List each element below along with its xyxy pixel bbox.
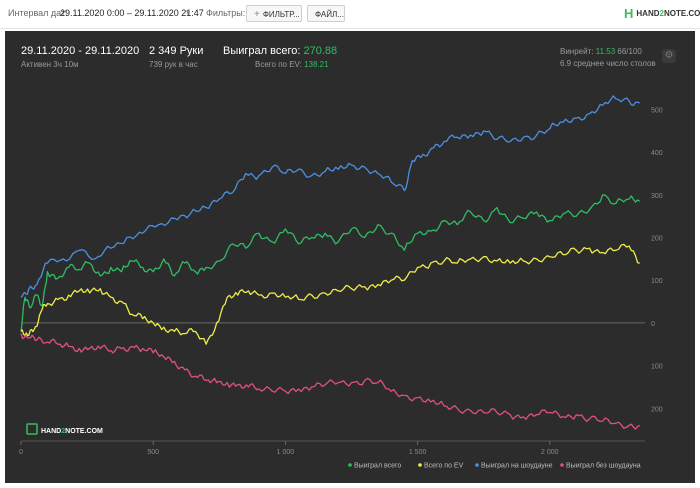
ev-label: Всего по EV: <box>255 60 302 69</box>
toolbar: Интервал дат: 29.11.2020 0:00 – 29.11.20… <box>0 0 700 29</box>
filters-label: Фильтры: <box>206 8 246 18</box>
logo-text-post: NOTE.COM <box>663 9 700 18</box>
h-logo-icon: H <box>624 6 634 21</box>
legend-marker <box>560 463 564 467</box>
winrate: Винрейт: 11.53 66/100 <box>560 47 642 56</box>
legend-marker <box>475 463 479 467</box>
legend-label: Выиграл на шоудауне <box>481 463 553 470</box>
filter-button[interactable]: + ФИЛЬТР... <box>246 5 302 22</box>
legend-marker <box>348 463 352 467</box>
x-tick-label: 0 <box>19 449 23 456</box>
file-button[interactable]: ФАЙЛ... <box>307 5 345 22</box>
winrate-label: Винрейт: <box>560 47 594 56</box>
won-label: Выиграл всего: <box>223 45 301 57</box>
legend-item: Выиграл всего <box>348 463 401 470</box>
legend-item: Выиграл без шоудауна <box>560 462 641 470</box>
y-tick-label: 400 <box>651 150 663 157</box>
ev-total: Всего по EV: 138.21 <box>255 60 329 69</box>
active-time: Активен 3ч 10м <box>21 60 79 69</box>
graph-panel: 29.11.2020 - 29.11.2020 Активен 3ч 10м 2… <box>5 31 695 483</box>
chevron-down-icon[interactable]: ▾ <box>186 8 191 17</box>
hands-count: 2 349 Руки <box>149 45 204 57</box>
plus-icon: + <box>254 9 260 20</box>
avg-tables: 6.9 среднее число столов <box>560 59 656 68</box>
logo-text-pre: HAND <box>636 9 660 18</box>
gear-icon[interactable]: ⚙ <box>662 49 676 63</box>
legend-label: Выиграл всего <box>354 463 401 470</box>
watermark-text: HAND2NOTE.COM <box>41 428 103 435</box>
y-tick-label: 0 <box>651 321 655 328</box>
x-tick-label: 2 000 <box>541 449 559 456</box>
winrate-tables: 66/100 <box>617 47 642 56</box>
series-line <box>20 95 640 298</box>
winrate-value: 11.53 <box>595 47 616 56</box>
y-tick-label: 100 <box>651 278 663 285</box>
legend-item: Всего по EV <box>418 463 464 470</box>
watermark-logo-icon <box>26 423 38 435</box>
legend-label: Выиграл без шоудауна <box>566 462 641 470</box>
won-value: 270.88 <box>303 45 338 57</box>
filter-button-label: ФИЛЬТР... <box>262 10 300 19</box>
series-line <box>20 194 641 332</box>
interval-label: Интервал дат: <box>8 8 68 18</box>
series-line <box>20 243 640 345</box>
x-tick-label: 1 000 <box>277 449 295 456</box>
series-line <box>20 333 641 430</box>
x-tick-label: 1 500 <box>409 449 427 456</box>
ev-value: 138.21 <box>304 60 329 69</box>
y-tick-label: 500 <box>651 107 663 114</box>
legend-label: Всего по EV <box>424 463 464 470</box>
won-total: Выиграл всего: 270.88 <box>223 45 337 57</box>
y-tick-label: 300 <box>651 193 663 200</box>
logo-text-two: 2 <box>659 9 664 18</box>
x-tick-label: 500 <box>147 449 159 456</box>
hand2note-logo: H HAND2NOTE.COM <box>624 6 700 21</box>
date-interval-select[interactable]: 29.11.2020 0:00 – 29.11.2020 21:47 <box>60 8 204 18</box>
y-tick-label: 100 <box>651 364 663 371</box>
y-tick-label: 200 <box>651 236 663 243</box>
watermark: HAND2NOTE.COM <box>26 423 103 435</box>
date-range: 29.11.2020 - 29.11.2020 <box>21 45 140 57</box>
file-button-label: ФАЙЛ... <box>315 10 344 19</box>
legend-item: Выиграл на шоудауне <box>475 463 553 470</box>
y-tick-label: 200 <box>651 406 663 413</box>
legend-marker <box>418 463 422 467</box>
hands-per-hour: 739 рук в час <box>149 60 198 69</box>
